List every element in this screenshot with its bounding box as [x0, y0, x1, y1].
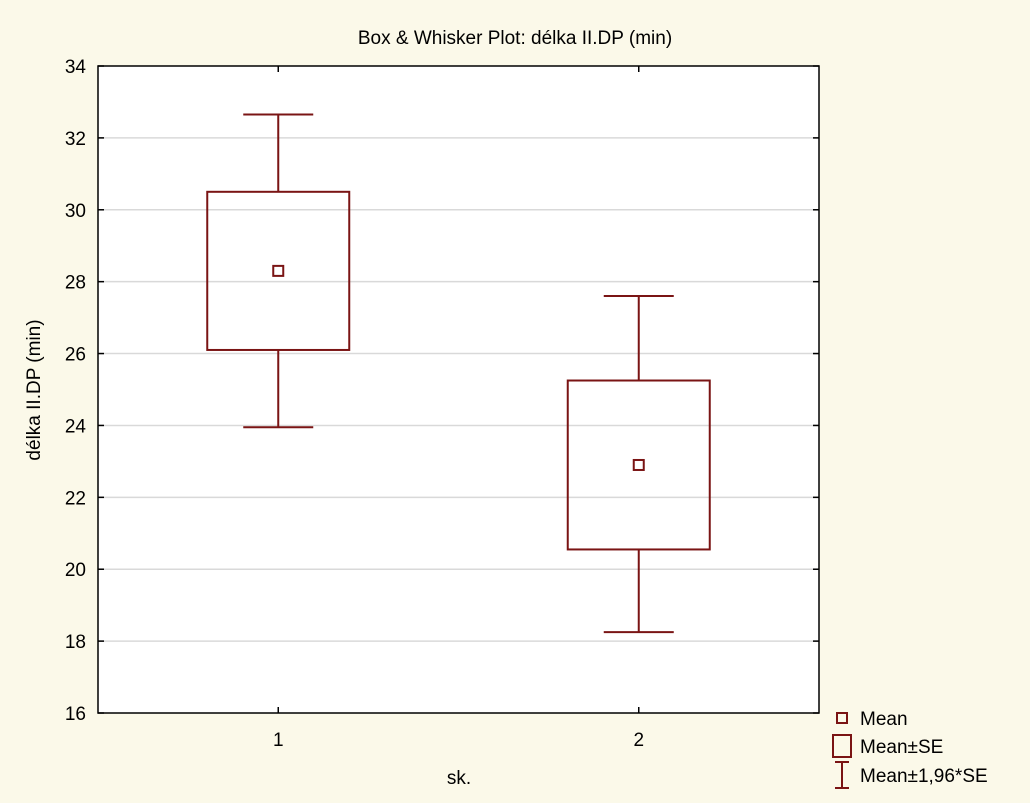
legend-label: Mean [860, 709, 908, 730]
chart-title: Box & Whisker Plot: délka II.DP (min) [358, 28, 672, 49]
gridlines [98, 137, 819, 642]
y-tick-label: 22 [65, 488, 86, 509]
box-group-2 [566, 295, 711, 634]
x-tick-label: 2 [633, 730, 644, 751]
y-tick-label: 26 [65, 345, 86, 366]
y-tick-label: 32 [65, 129, 86, 150]
x-tick-label: 1 [273, 730, 284, 751]
legend: Mean Mean±SE Mean±1,96*SE [832, 709, 988, 789]
mean-marker [632, 458, 645, 471]
box-mean-se [566, 379, 711, 551]
y-tick-label: 34 [65, 57, 87, 78]
box-group-1 [206, 113, 351, 429]
legend-label: Mean±SE [860, 737, 943, 758]
legend-mean-symbol [836, 712, 848, 724]
y-axis-label: délka II.DP (min) [24, 319, 45, 460]
x-axis-label: sk. [447, 768, 471, 789]
box-series [206, 113, 711, 634]
y-axis-ticks: 16 18 20 22 24 26 28 30 32 34 [65, 57, 819, 725]
mean-marker [272, 264, 285, 277]
y-tick-label: 24 [65, 416, 87, 437]
legend-label: Mean±1,96*SE [860, 766, 988, 787]
plot-frame [97, 65, 820, 714]
plot-area [98, 66, 819, 713]
legend-box-symbol [832, 734, 852, 758]
y-tick-label: 28 [65, 273, 86, 294]
y-tick-label: 16 [65, 704, 86, 725]
box-mean-se [206, 190, 351, 351]
y-tick-label: 18 [65, 632, 86, 653]
y-tick-label: 30 [65, 201, 86, 222]
y-tick-label: 20 [65, 560, 86, 581]
